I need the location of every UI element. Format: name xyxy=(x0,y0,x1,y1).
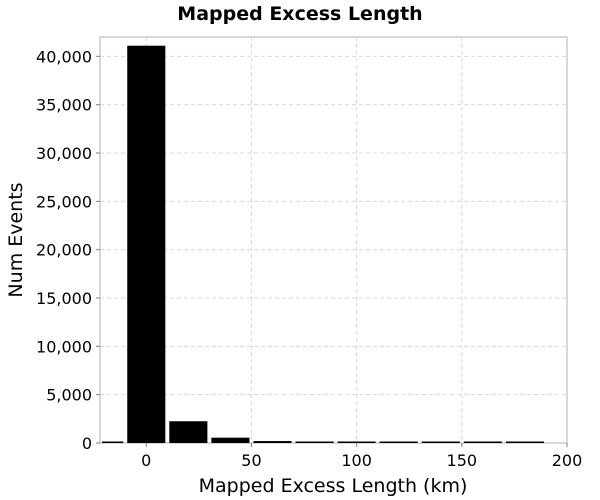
tick-labels: 0 5,000 10,000 15,000 20,000 25,000 30,000 35,0… xyxy=(36,47,582,470)
chart-title: Mapped Excess Length xyxy=(177,3,422,25)
y-tick-label: 5,000 xyxy=(46,386,92,405)
histogram-bar xyxy=(505,441,544,443)
plot-area xyxy=(99,36,568,444)
histogram-bar xyxy=(337,441,376,443)
y-axis-label: Num Events xyxy=(5,182,27,297)
histogram-bar xyxy=(102,441,124,443)
bars xyxy=(102,45,544,443)
histogram-bar xyxy=(253,441,292,443)
x-tick-label: 50 xyxy=(241,451,261,470)
x-tick-label: 200 xyxy=(552,451,583,470)
histogram-bar xyxy=(463,441,502,443)
y-tick-label: 0 xyxy=(82,434,92,453)
y-tick-label: 10,000 xyxy=(36,337,92,356)
histogram-bar xyxy=(211,437,250,443)
y-tick-label: 15,000 xyxy=(36,289,92,308)
x-axis-label: Mapped Excess Length (km) xyxy=(199,475,468,497)
histogram-bar xyxy=(421,441,460,443)
y-tick-label: 40,000 xyxy=(36,47,92,66)
y-tick-label: 25,000 xyxy=(36,192,92,211)
histogram-bar xyxy=(169,421,208,443)
histogram-bar xyxy=(127,45,166,443)
y-tick-label: 30,000 xyxy=(36,144,92,163)
x-tick-label: 100 xyxy=(341,451,372,470)
x-tick-label: 0 xyxy=(141,451,151,470)
histogram-bar xyxy=(295,441,334,443)
y-tick-label: 35,000 xyxy=(36,96,92,115)
histogram-bar xyxy=(379,441,418,443)
x-tick-label: 150 xyxy=(447,451,478,470)
y-tick-label: 20,000 xyxy=(36,241,92,260)
